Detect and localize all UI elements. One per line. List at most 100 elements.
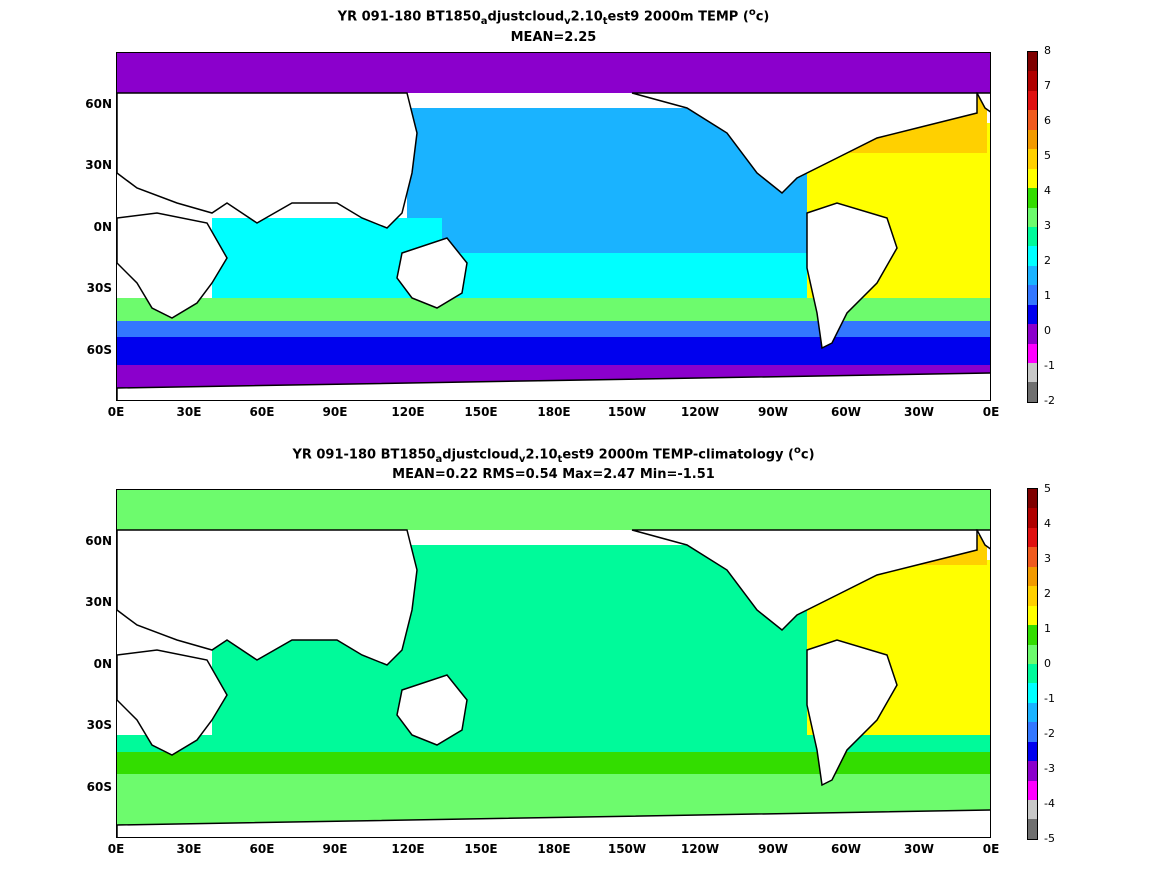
panel1-colorbar-label: -1 [1044,359,1055,372]
panel1-lon-tick: 120E [391,405,425,419]
panel2-colorbar-label: 2 [1044,587,1051,600]
colorbar-segment [1028,761,1037,781]
north-america-landmass [631,92,978,195]
panel1-lat-tick: 0N [93,220,112,234]
panel2-colorbar-label: -4 [1044,797,1055,810]
colorbar-segment [1028,586,1037,606]
colorbar-segment [1028,188,1037,208]
panel2-colorbar-label: 0 [1044,657,1051,670]
panel2-lon-tick: 30E [176,842,202,856]
band-south-field [117,735,990,755]
colorbar-segment [1028,149,1037,169]
colorbar-segment [1028,819,1037,839]
colorbar-segment [1028,226,1037,247]
panel2-lon-tick: 120W [680,842,720,856]
panel1-lon-tick: 0E [107,405,125,419]
colorbar-segment [1028,207,1037,227]
panel1-colorbar-label: 2 [1044,254,1051,267]
panel1-lat-tick: 60N [85,97,112,111]
north-america-landmass [631,529,978,632]
panel2-title: YR 091-180 BT1850adjustcloudv2.10test9 2… [292,445,815,465]
africa-landmass [117,212,228,319]
panel2-colorbar-label: 1 [1044,622,1051,635]
panel2-colorbar [1027,488,1038,840]
colorbar-segment [1028,722,1037,742]
panel1-lon-tick: 30W [904,405,934,419]
panel1-colorbar-label: 0 [1044,324,1051,337]
southern-mid-field [117,752,990,774]
panel2-lon-tick: 60E [249,842,275,856]
panel1-lon-tick: 30E [176,405,202,419]
australia-landmass [396,237,468,309]
colorbar-segment [1028,644,1037,664]
panel2-lon-tick: 90E [322,842,348,856]
panel2-map [116,489,991,838]
colorbar-segment [1028,304,1037,325]
panel1-colorbar-label: 8 [1044,44,1051,57]
colorbar-segment [1028,741,1037,762]
panel2-colorbar-label: 4 [1044,517,1051,530]
colorbar-segment [1028,508,1037,528]
panel2-lon-tick: 150E [464,842,498,856]
colorbar-segment [1028,246,1037,266]
southern-mid-field [117,321,990,339]
panel1-map [116,52,991,401]
australia-landmass [396,674,468,746]
panel2-lon-tick: 0E [982,842,1000,856]
colorbar-segment [1028,363,1037,383]
greenland-landmass [975,92,990,113]
colorbar-segment [1028,527,1037,548]
colorbar-segment [1028,566,1037,587]
panel2-map-svg [117,490,990,837]
colorbar-segment [1028,52,1037,72]
panel2-lat-tick: 0N [93,657,112,671]
colorbar-segment [1028,663,1037,684]
southern-ocean-field [117,774,990,804]
continents [117,92,990,400]
panel1-colorbar-label: 1 [1044,289,1051,302]
panel2-lon-tick: 30W [904,842,934,856]
colorbar-segment [1028,800,1037,820]
panel1-lon-tick: 60E [249,405,275,419]
eurasia-landmass [117,529,418,666]
panel1-stats: MEAN=2.25 [510,30,597,45]
colorbar-segment [1028,110,1037,130]
continents [117,529,990,837]
south-america-landmass [806,639,898,787]
panel1-colorbar [1027,51,1038,403]
colorbar-segment [1028,489,1037,509]
panel1-lon-tick: 0E [982,405,1000,419]
antarctica-landmass [117,372,990,400]
south-america-landmass [806,202,898,350]
colorbar-segment [1028,90,1037,111]
panel2-colorbar-label: -5 [1044,832,1055,845]
panel1-lon-tick: 90W [758,405,788,419]
colorbar-segment [1028,168,1037,189]
colorbar-segment [1028,343,1037,363]
colorbar-segment [1028,702,1037,723]
panel1-lon-tick: 180E [537,405,571,419]
colorbar-segment [1028,625,1037,645]
panel1-map-svg [117,53,990,400]
panel2-colorbar-label: -1 [1044,692,1055,705]
panel1-colorbar-label: 7 [1044,79,1051,92]
panel1-colorbar-label: 6 [1044,114,1051,127]
panel1-lon-tick: 150E [464,405,498,419]
panel2-lat-tick: 60N [85,534,112,548]
panel1-lon-tick: 90E [322,405,348,419]
colorbar-segment [1028,605,1037,626]
panel2-lat-tick: 30S [86,718,112,732]
panel1-lon-tick: 60W [831,405,861,419]
panel1-colorbar-label: -2 [1044,394,1055,407]
panel2-lon-tick: 60W [831,842,861,856]
panel1-lon-tick: 120W [680,405,720,419]
band-south-field [117,298,990,323]
colorbar-segment [1028,324,1037,344]
southern-ocean-field [117,337,990,367]
panel2-colorbar-label: -2 [1044,727,1055,740]
panel1-lon-tick: 150W [607,405,647,419]
panel2-lon-tick: 180E [537,842,571,856]
panel2-stats: MEAN=0.22 RMS=0.54 Max=2.47 Min=-1.51 [392,467,715,482]
panel1-colorbar-label: 5 [1044,149,1051,162]
panel2-lat-tick: 30N [85,595,112,609]
